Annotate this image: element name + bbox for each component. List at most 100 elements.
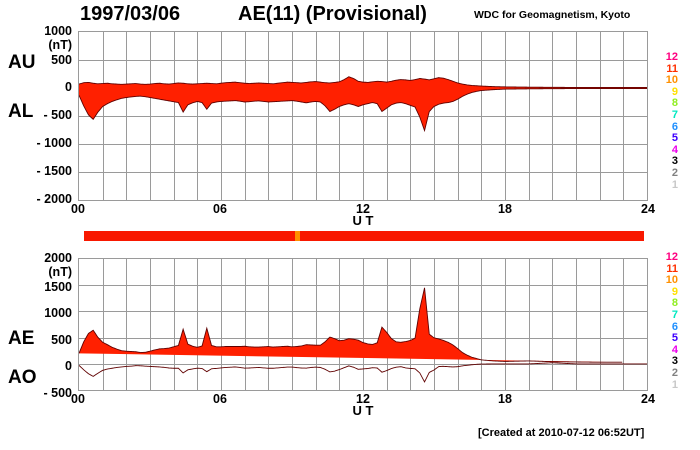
ytick-bottom-0: 2000 (44, 251, 72, 265)
activity-status-bar (84, 231, 645, 241)
chart-date: 1997/03/06 (80, 3, 181, 25)
xtick-bottom-0: 00 (71, 392, 85, 406)
legend-bottom-item-5: 5 (671, 332, 678, 345)
gridline-horizontal (79, 311, 647, 312)
series-label-au: AU (8, 52, 36, 73)
legend-bottom-item-12: 12 (665, 251, 678, 263)
xaxis-title-bottom: U T (352, 403, 374, 418)
gridline-horizontal (79, 285, 647, 286)
created-timestamp: [Created at 2010-07-12 06:52UT] (478, 427, 645, 439)
gridline-vertical (245, 259, 246, 390)
gridline-vertical (576, 259, 577, 390)
xtick-bottom-1: 06 (213, 392, 227, 406)
gridline-vertical (339, 259, 340, 390)
chart-index-title: AE(11) (Provisional) (238, 3, 427, 25)
gridline-vertical (529, 259, 530, 390)
gridline-vertical (150, 259, 151, 390)
gridline-vertical (316, 259, 317, 390)
gridline-vertical (363, 259, 364, 390)
ytick-top-2: 0 (65, 80, 72, 94)
gridline-vertical (103, 259, 104, 390)
chart-source-credit: WDC for Geomagnetism, Kyoto (474, 9, 631, 21)
legend-bottom-item-3: 3 (671, 355, 678, 368)
ytick-bottom-1: 1500 (44, 280, 72, 294)
gridline-vertical (458, 259, 459, 390)
legend-top-item-1: 1 (671, 178, 678, 191)
gridline-vertical (410, 259, 411, 390)
legend-bottom-item-4: 4 (671, 343, 678, 356)
gridline-horizontal (79, 60, 647, 61)
legend-top-item-6: 6 (671, 120, 678, 133)
legend-bottom-item-6: 6 (671, 320, 678, 333)
legend-top-item-11: 11 (666, 62, 678, 75)
gridline-vertical (387, 259, 388, 390)
plot-area-au-al (79, 76, 647, 133)
series-label-ao: AO (8, 367, 37, 388)
gridline-vertical (600, 259, 601, 390)
ytick-bottom-5: - 500 (43, 386, 73, 400)
xtick-top-3: 18 (498, 202, 512, 216)
gridline-vertical (481, 259, 482, 390)
xtick-bottom-4: 24 (641, 392, 655, 406)
xaxis-title-top: U T (352, 213, 374, 228)
gridline-vertical (174, 259, 175, 390)
ytick-top-1: 500 (51, 53, 72, 67)
xtick-top-2: 12 (356, 202, 370, 216)
ytick-top-6: - 2000 (36, 192, 72, 206)
xtick-top-4: 24 (641, 202, 655, 216)
gridline-horizontal (79, 364, 647, 365)
color-legend-top: 12 11 10 9 8 7 6 5 4 3 2 1 (652, 51, 678, 191)
legend-bottom-item-8: 8 (671, 297, 678, 310)
legend-top-item-10: 10 (665, 74, 678, 87)
ytick-top-5: - 1500 (36, 164, 72, 178)
legend-top-item-3: 3 (671, 155, 678, 168)
gridline-horizontal (79, 172, 647, 173)
gridline-vertical (221, 259, 222, 390)
xtick-bottom-3: 18 (498, 392, 512, 406)
legend-bottom-item-2: 2 (671, 366, 678, 379)
color-legend-bottom: 12 11 10 9 8 7 6 5 4 3 2 1 (652, 251, 678, 391)
legend-bottom-item-10: 10 (665, 274, 678, 287)
yunit-bottom: (nT) (48, 265, 72, 279)
legend-bottom-item-1: 1 (671, 378, 678, 391)
activity-bar-segment (299, 231, 645, 241)
xtick-top-1: 06 (213, 202, 227, 216)
gridline-vertical (623, 259, 624, 390)
series-label-ae: AE (8, 328, 35, 349)
activity-bar-segment (295, 231, 300, 241)
legend-top-item-8: 8 (671, 97, 678, 110)
gridline-vertical (552, 259, 553, 390)
ytick-top-3: - 500 (43, 108, 73, 122)
legend-bottom-item-7: 7 (671, 308, 678, 321)
legend-top-item-5: 5 (671, 132, 678, 145)
xtick-bottom-2: 12 (356, 392, 370, 406)
ytick-bottom-3: 500 (51, 333, 72, 347)
ytick-bottom-2: 1000 (44, 306, 72, 320)
ytick-top-4: - 1000 (36, 136, 72, 150)
yunit-top: (nT) (48, 38, 72, 52)
legend-bottom-item-9: 9 (671, 285, 678, 298)
gridline-horizontal (79, 144, 647, 145)
legend-top-item-12: 12 (665, 51, 678, 63)
gridline-horizontal (79, 116, 647, 117)
activity-bar-segment (84, 231, 296, 241)
gridline-vertical (434, 259, 435, 390)
series-label-al: AL (8, 101, 34, 122)
legend-top-item-9: 9 (671, 85, 678, 98)
legend-top-item-7: 7 (671, 108, 678, 121)
gridline-vertical (126, 259, 127, 390)
panel-au-al (78, 31, 648, 201)
xtick-top-0: 00 (71, 202, 85, 216)
gridline-horizontal (79, 338, 647, 339)
gridline-vertical (268, 259, 269, 390)
legend-top-item-2: 2 (671, 166, 678, 179)
gridline-vertical (197, 259, 198, 390)
plot-area-ae-ao (79, 287, 647, 383)
legend-top-item-4: 4 (671, 143, 678, 156)
ytick-bottom-4: 0 (65, 359, 72, 373)
legend-bottom-item-11: 11 (666, 262, 678, 275)
gridline-vertical (505, 259, 506, 390)
panel-ae-ao (78, 258, 648, 391)
ytick-top-0: 1000 (44, 24, 72, 38)
